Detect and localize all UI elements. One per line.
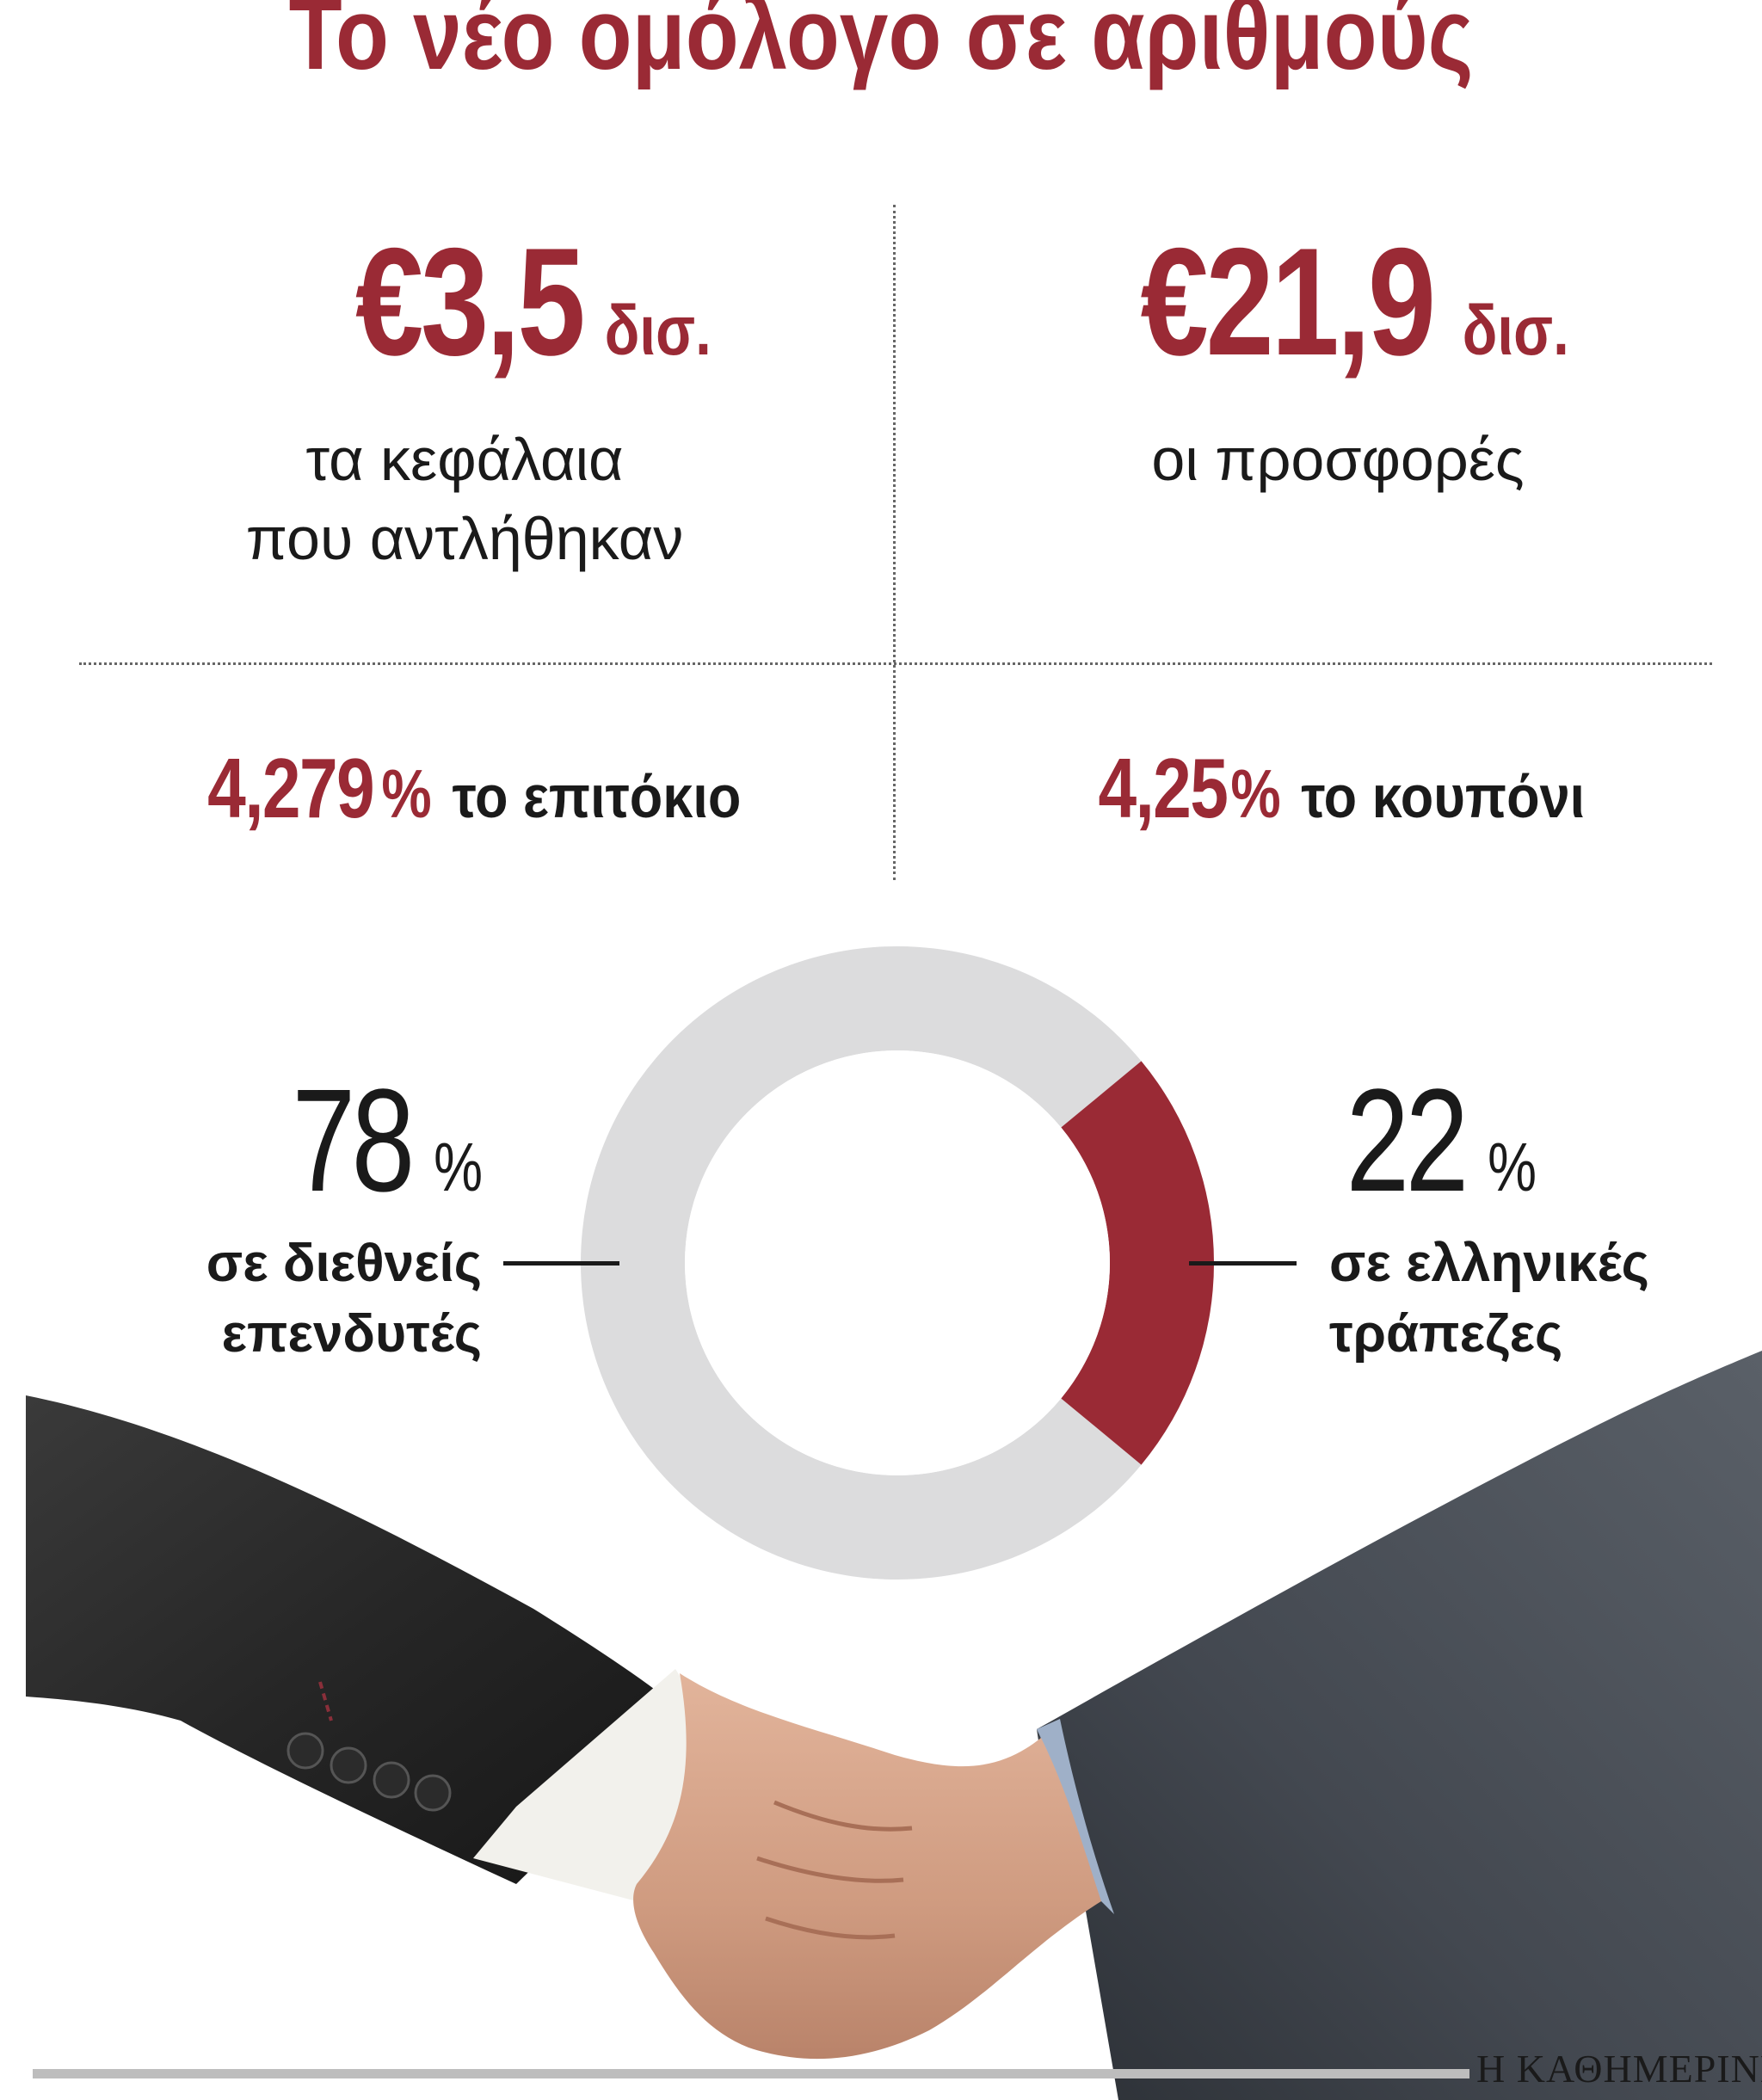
stat-funds-figure: €3,5 δισ. <box>129 213 921 390</box>
horizontal-divider <box>79 662 1712 665</box>
stat-yield-pct: % <box>381 755 433 832</box>
page-title: Το νέο ομόλογο σε αριθμούς <box>288 0 1474 91</box>
stat-funds-unit: δισ. <box>604 292 712 370</box>
slice-greek-banks-label: σε ελληνικές τράπεζες <box>1329 1229 1725 1370</box>
stat-yield-value: 4,279 <box>207 741 375 835</box>
stat-funds-value: €3,5 <box>355 216 586 387</box>
stat-yield: 4,279% το επιτόκιο <box>69 740 878 837</box>
slice-international-label: σε διεθνείς επενδυτές <box>129 1229 482 1370</box>
stat-funds-line2: που αντλήθηκαν <box>245 505 684 572</box>
donut-slice-greek-banks <box>1061 1061 1214 1465</box>
donut-slice-international <box>580 946 1142 1580</box>
leader-line-international <box>503 1261 619 1266</box>
stat-yield-label: το επιτόκιο <box>452 763 742 830</box>
slice-greek-banks-value: 22 <box>1346 1059 1469 1222</box>
stat-offers-figure: €21,9 δισ. <box>929 213 1755 390</box>
slice-greek-banks-unit: % <box>1488 1129 1537 1205</box>
stat-offers-unit: δισ. <box>1462 292 1569 370</box>
slice-international-line1: σε διεθνείς <box>206 1234 482 1293</box>
slice-international-value: 78 <box>292 1059 415 1222</box>
footer-bar <box>33 2069 1469 2078</box>
stat-coupon-value: 4,25 <box>1098 741 1228 835</box>
stat-coupon-label: το κουπόνι <box>1301 763 1586 830</box>
slice-international-percent: 78% <box>275 1056 484 1225</box>
stat-offers-label: οι προσφορές <box>1151 426 1525 493</box>
publisher-credit: Η ΚΑΘΗΜΕΡΙΝΗ <box>1476 2047 1762 2091</box>
slice-international-unit: % <box>434 1129 484 1205</box>
slice-international-line2: επενδυτές <box>221 1304 482 1364</box>
stat-offers-value: €21,9 <box>1140 216 1436 387</box>
stat-funds-label: τα κεφάλαια που αντλήθηκαν <box>69 420 860 578</box>
stat-coupon-pct: % <box>1230 755 1282 832</box>
slice-greek-banks-percent: 22% <box>1329 1056 1605 1225</box>
slice-greek-banks-line2: τράπεζες <box>1329 1304 1563 1364</box>
slice-greek-banks-line1: σε ελληνικές <box>1329 1234 1649 1293</box>
stat-coupon: 4,25% το κουπόνι <box>938 740 1747 837</box>
vertical-divider <box>893 205 896 880</box>
stat-funds-line1: τα κεφάλαια <box>305 426 624 493</box>
leader-line-greek-banks <box>1189 1261 1297 1266</box>
donut-hole <box>685 1050 1110 1475</box>
